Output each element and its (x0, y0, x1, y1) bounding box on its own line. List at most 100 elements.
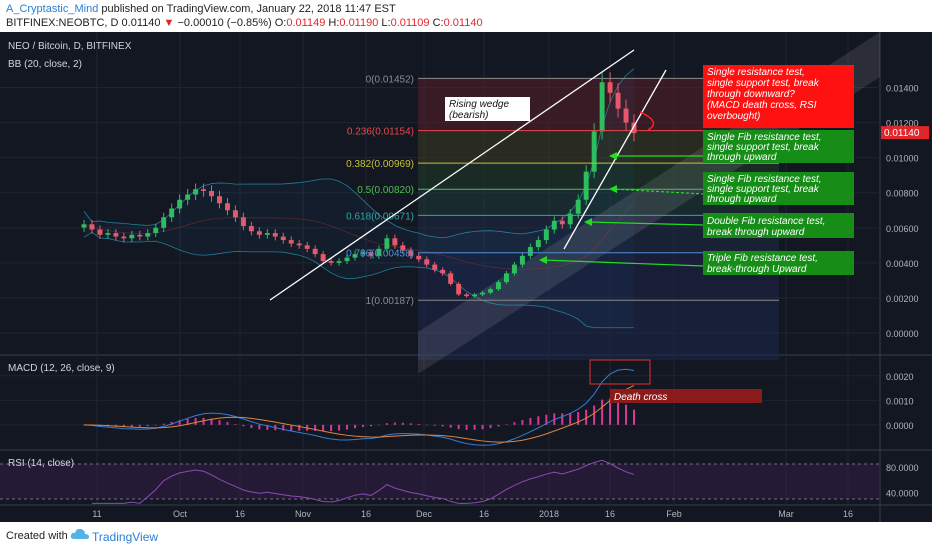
candle-body (392, 238, 398, 246)
macd-histogram-bar (298, 424, 301, 431)
macd-histogram-bar (417, 423, 420, 425)
green3-line1: Double Fib resistance test, (707, 216, 825, 227)
time-tick-label: Oct (173, 509, 188, 519)
candle-body (448, 273, 454, 284)
macd-histogram-bar (457, 424, 460, 430)
macd-histogram-bar (154, 424, 157, 426)
rsi-legend[interactable]: RSI (14, close) (8, 458, 74, 469)
rsi-band (0, 464, 880, 499)
arrowhead-icon (609, 185, 617, 193)
candle-body (137, 234, 143, 237)
macd-histogram-bar (633, 409, 635, 425)
macd-histogram-bar (130, 424, 133, 427)
time-tick-label: 11 (92, 509, 101, 519)
macd-histogram-bar (593, 405, 596, 425)
candle-body (464, 294, 470, 297)
candle-body (209, 190, 215, 197)
green1-line1: Single Fib resistance test, (707, 132, 822, 143)
macd-histogram-bar (338, 424, 341, 431)
fib-label-0.5: 0.5(0.00820) (357, 185, 414, 196)
annotation-green-box-2[interactable]: Single Fib resistance test, single suppo… (703, 172, 854, 205)
signal-line (83, 385, 635, 443)
macd-histogram-bar (513, 422, 516, 425)
created-with-text: Created with (6, 530, 68, 542)
high-value: 0.01190 (339, 17, 379, 29)
candle-body (81, 224, 87, 228)
macd-histogram-bar (433, 424, 436, 426)
macd-histogram-bar (322, 424, 325, 432)
annotation-rising-wedge[interactable]: Rising wedge (bearish) (445, 97, 530, 121)
macd-legend[interactable]: MACD (12, 26, close, 9) (8, 363, 115, 374)
wedge-upper-line (269, 49, 635, 301)
candle-body (503, 273, 509, 283)
death-cross-label: Death cross (614, 392, 667, 403)
trading-chart[interactable]: 0(0.01452) 0.236(0.01154) 0.382(0.00969) 0.… (0, 32, 932, 522)
time-tick-label: 16 (843, 509, 853, 519)
macd-histogram-bar (545, 414, 548, 425)
macd-histogram-bar (569, 412, 572, 425)
current-price-marker: 0.01140 (881, 126, 929, 140)
rsi-tick-label: 80.0000 (886, 463, 919, 473)
macd-histogram-bar (377, 424, 380, 426)
time-tick-label: Mar (778, 509, 794, 519)
time-axis[interactable]: 11 Oct 16 Nov 16 Dec 16 2018 16 Feb Mar 16 (92, 509, 853, 519)
red-box-line2: single support test, break (707, 78, 820, 89)
green2-line2: single support test, break (707, 184, 820, 195)
candle-body (352, 254, 358, 258)
tradingview-brand[interactable]: TradingView (92, 530, 159, 544)
time-tick-label: 16 (479, 509, 489, 519)
annotation-death-cross[interactable]: Death cross (610, 389, 762, 403)
candle-body (535, 240, 541, 248)
fib-label-0.236: 0.236(0.01154) (347, 127, 414, 138)
macd-histogram-bar (617, 400, 620, 425)
candle-body (320, 254, 326, 262)
annotation-red-box[interactable]: Single resistance test, single support t… (703, 65, 854, 128)
macd-histogram-bar (385, 423, 388, 425)
candle-body (185, 194, 191, 200)
time-tick-label: Nov (295, 509, 312, 519)
annotation-green-box-1[interactable]: Single Fib resistance test, single suppo… (703, 130, 854, 163)
green2-line1: Single Fib resistance test, (707, 174, 822, 185)
fib-label-0: 0(0.01452) (366, 74, 414, 85)
pair-legend: NEO / Bitcoin, D, BITFINEX (8, 41, 132, 52)
bb-legend[interactable]: BB (20, close, 2) (8, 59, 82, 70)
annotation-green-box-3[interactable]: Double Fib resistance test, break throug… (703, 213, 854, 238)
macd-histogram-bar (346, 424, 349, 430)
macd-histogram-bar (146, 424, 149, 427)
green3-line2: break through upward (707, 227, 805, 238)
candle-body (543, 229, 549, 241)
time-tick-label: 16 (361, 509, 371, 519)
author-link[interactable]: A_Cryptastic_Mind (6, 3, 99, 15)
macd-histogram-bar (218, 420, 221, 425)
candle-body (575, 199, 581, 214)
candle-body (368, 252, 374, 256)
macd-histogram-bar (449, 424, 452, 428)
macd-histogram-bar (425, 424, 428, 426)
candle-body (296, 243, 302, 246)
macd-histogram-bar (282, 424, 285, 431)
candle-body (551, 220, 557, 230)
candle-body (161, 217, 167, 228)
fib-zone-below (418, 300, 779, 360)
candle-body (400, 245, 406, 251)
candle-body (511, 264, 517, 274)
footer: Created with TradingView (0, 522, 932, 550)
macd-histogram-bar (202, 417, 205, 425)
price-axis[interactable]: 0.01400 0.01200 0.01000 0.00800 0.00600 0.004… (886, 84, 919, 339)
low-value: 0.01109 (390, 17, 430, 29)
candle-body (424, 259, 430, 265)
close-value: 0.01140 (443, 17, 483, 29)
fibonacci-levels: 0(0.01452) 0.236(0.01154) 0.382(0.00969) 0.… (346, 74, 779, 307)
red-box-line1: Single resistance test, (707, 67, 805, 78)
rsi-pane (91, 459, 635, 504)
candlesticks (81, 72, 637, 298)
annotation-green-box-4[interactable]: Triple Fib resistance test, break-throug… (703, 251, 854, 275)
candle-body (599, 82, 605, 132)
macd-histogram-bar (577, 412, 580, 425)
arrow-fib-0618 (587, 221, 705, 226)
candle-body (312, 248, 318, 255)
published-text: published on TradingView.com, January 22… (98, 3, 396, 15)
red-box-line3: through downward? (707, 89, 795, 100)
macd-histogram-bar (529, 418, 532, 425)
macd-histogram-bar (393, 422, 396, 425)
